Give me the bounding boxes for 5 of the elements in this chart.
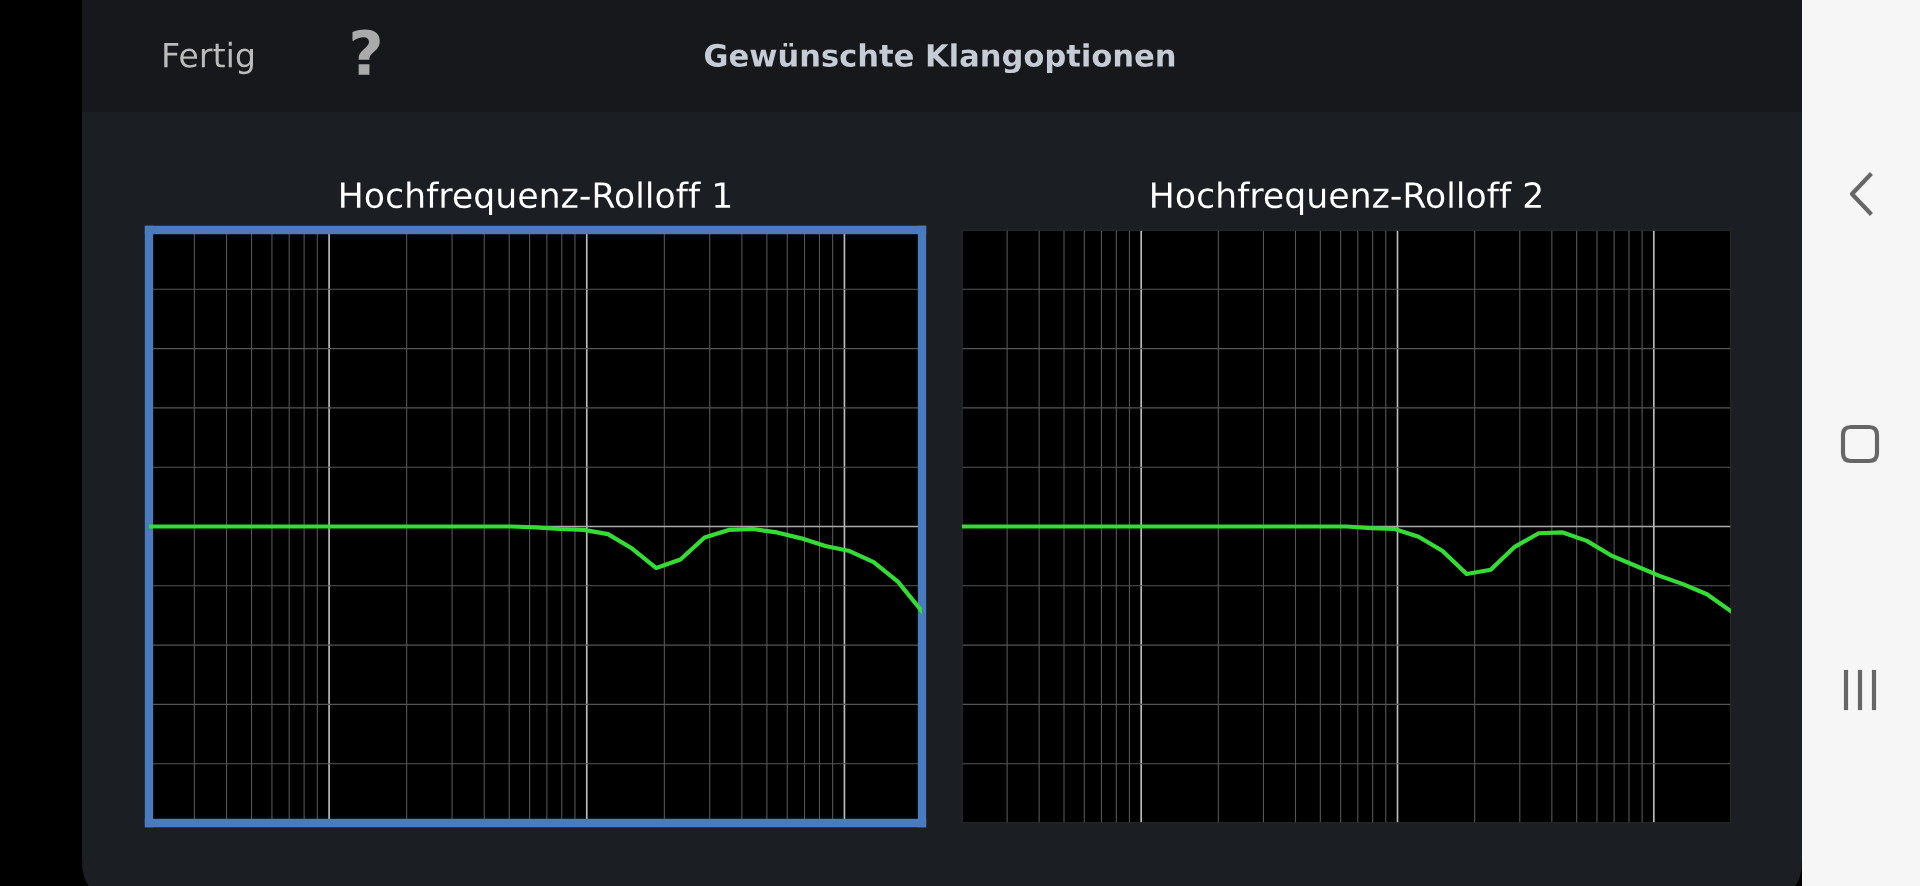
text: ? [352,29,380,75]
text: Gewünschte Klangoptionen [704,42,1175,74]
chart-title: Hochfrequenz-Rolloff 1 [341,181,731,215]
chart-title: Hochfrequenz-Rolloff 2 [1152,181,1541,215]
text: Fertig [164,41,254,75]
